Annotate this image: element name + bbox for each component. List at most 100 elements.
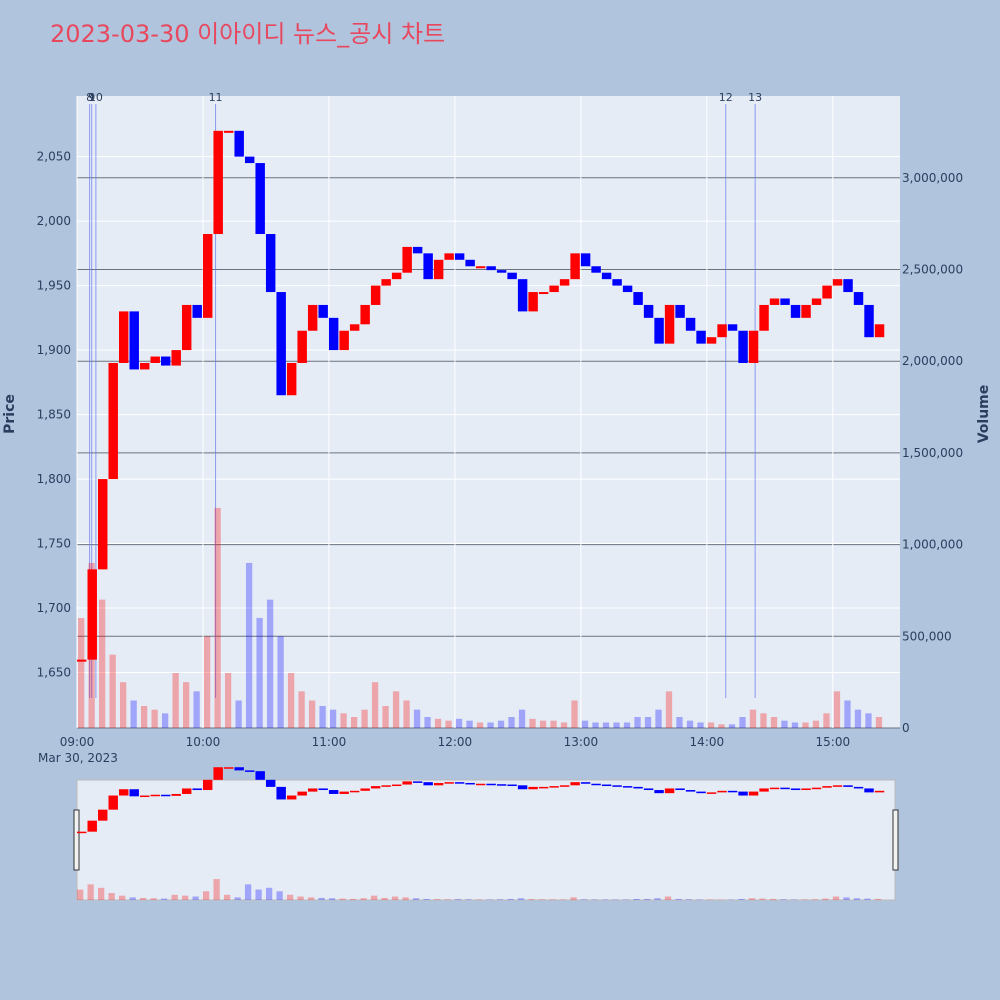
mini-candle [706,792,717,794]
volume-bar [592,722,599,728]
volume-bar [581,720,589,728]
candle [727,324,738,331]
mini-volume-bar [748,898,756,900]
mini-candle [87,820,97,832]
mini-candle [832,785,843,787]
volume-bar [161,713,169,728]
mini-candle [517,785,528,790]
candle [486,266,496,271]
mini-candle [181,788,192,794]
candle [696,330,706,344]
price-candles [77,130,885,662]
mini-candle [633,786,643,789]
volume-bar [802,722,809,728]
range-handle[interactable] [892,809,899,871]
volume-bar [403,700,410,728]
mini-volume-bar [276,891,283,900]
mini-volume-bar [654,898,661,900]
candle [391,272,402,280]
volume-bar [823,713,830,728]
mini-candle [244,770,255,772]
volume-bar [308,700,316,728]
mini-volume-bar [864,898,871,900]
mini-volume-bar [412,898,420,900]
mini-volume-bar [381,897,388,900]
mini-volume-bar [402,897,409,900]
volume-bar [119,682,127,728]
candle [118,311,129,363]
volume-bar [203,636,211,728]
volume-bar [812,720,820,728]
mini-candle [328,790,339,794]
mini-candle [202,779,213,791]
mini-volume-bar [822,898,829,900]
volume-bar [350,716,358,728]
mini-candle [77,831,87,834]
volume-bar [634,716,641,728]
mini-volume-bar [696,899,703,900]
mini-volume-bar [664,896,672,900]
y-tick-label: 1,750 [37,537,71,551]
volume-bar [235,700,242,728]
range-slider[interactable] [76,779,896,901]
volume-bar [466,720,473,728]
mini-candle [843,785,853,787]
volume-bar [361,709,368,728]
candle [643,304,654,318]
mini-candle [192,788,202,791]
volume-bar [193,691,200,728]
volume-bar [665,691,673,728]
y-axis-title: Price [2,394,18,434]
mini-volume-bar [328,898,336,900]
y2-tick-label: 1,000,000 [902,538,963,552]
candle [790,304,801,318]
mini-candle [150,794,160,797]
mini-candle [454,782,465,784]
volume-bar [497,720,505,728]
mini-volume-bar [360,898,367,900]
mini-candle [780,787,790,790]
mini-candle [538,786,549,789]
mini-volume-bar [307,897,315,900]
candle [748,330,759,363]
mini-volume-bar [129,897,136,900]
candle [465,259,475,267]
plot-area [77,96,900,728]
range-handle[interactable] [73,809,80,871]
mini-candle [213,767,223,780]
mini-candle [160,794,171,797]
mini-candle [811,787,822,790]
candle [381,279,391,286]
mini-volume-bar [339,898,346,900]
mini-candle [349,790,360,793]
mini-candle [381,785,391,787]
mini-candle [622,786,633,788]
mini-candle [748,791,759,796]
mini-volume-bar [790,899,798,900]
candle [570,253,580,280]
candle [864,304,874,338]
mini-candle [864,788,874,793]
mini-candle [223,767,234,769]
candle [349,324,360,331]
mini-volume-bar [349,898,357,900]
mini-volume-bar [517,898,525,900]
volume-bar [98,599,106,728]
mini-volume-bar [318,897,325,900]
volume-bar [182,682,190,728]
mini-candle [297,791,307,796]
mini-candle [370,786,381,789]
mini-candle [496,784,507,786]
mini-candle [423,782,433,786]
x-tick-label: 15:00 [816,735,851,749]
candle [874,324,885,338]
candle [412,246,423,254]
mini-candle [727,790,738,793]
mini-candle [486,783,496,786]
mini-candle [318,788,328,791]
mini-volume-bar [181,895,189,900]
candle [612,279,622,286]
volume-bar [413,709,421,728]
candle [759,304,769,331]
mini-volume-bar [675,898,682,900]
